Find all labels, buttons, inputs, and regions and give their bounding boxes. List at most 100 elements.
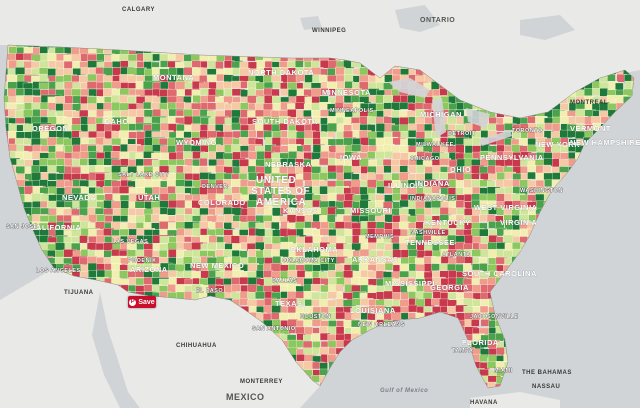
county-shape[interactable]: [279, 312, 289, 322]
county-shape[interactable]: [319, 325, 328, 335]
county-shape[interactable]: [118, 228, 129, 237]
county-shape[interactable]: [544, 122, 553, 131]
county-shape[interactable]: [88, 270, 97, 278]
county-shape[interactable]: [400, 138, 409, 146]
county-shape[interactable]: [111, 102, 121, 112]
county-shape[interactable]: [392, 292, 401, 301]
county-shape[interactable]: [478, 257, 488, 265]
county-shape[interactable]: [631, 82, 640, 90]
county-shape[interactable]: [39, 46, 48, 54]
county-shape[interactable]: [335, 284, 344, 292]
county-shape[interactable]: [279, 123, 288, 131]
county-shape[interactable]: [127, 96, 136, 104]
county-shape[interactable]: [472, 299, 481, 307]
county-shape[interactable]: [479, 354, 488, 362]
county-shape[interactable]: [320, 263, 330, 272]
county-shape[interactable]: [239, 298, 249, 306]
county-shape[interactable]: [415, 221, 424, 229]
county-shape[interactable]: [311, 299, 321, 307]
county-shape[interactable]: [527, 171, 536, 180]
county-shape[interactable]: [335, 326, 345, 335]
county-shape[interactable]: [111, 138, 122, 146]
county-shape[interactable]: [255, 291, 266, 300]
county-shape[interactable]: [302, 144, 312, 153]
county-shape[interactable]: [542, 164, 552, 175]
county-shape[interactable]: [39, 73, 48, 83]
county-shape[interactable]: [384, 243, 394, 251]
county-shape[interactable]: [352, 270, 362, 279]
county-shape[interactable]: [400, 292, 410, 301]
county-shape[interactable]: [408, 123, 417, 131]
county-shape[interactable]: [366, 151, 376, 160]
county-shape[interactable]: [479, 305, 489, 314]
county-shape[interactable]: [320, 88, 329, 96]
county-shape[interactable]: [383, 290, 394, 300]
county-shape[interactable]: [384, 150, 394, 159]
county-shape[interactable]: [311, 333, 320, 342]
county-shape[interactable]: [408, 130, 417, 138]
county-shape[interactable]: [215, 89, 224, 97]
county-shape[interactable]: [335, 311, 346, 320]
county-shape[interactable]: [247, 207, 256, 216]
county-shape[interactable]: [591, 116, 601, 124]
county-shape[interactable]: [320, 151, 330, 159]
county-shape[interactable]: [471, 319, 480, 327]
county-shape[interactable]: [455, 200, 465, 209]
county-shape[interactable]: [199, 158, 208, 168]
county-shape[interactable]: [342, 215, 353, 223]
county-shape[interactable]: [334, 264, 345, 273]
county-shape[interactable]: [303, 319, 313, 327]
county-shape[interactable]: [263, 236, 272, 245]
county-shape[interactable]: [448, 178, 458, 189]
county-shape[interactable]: [496, 242, 506, 250]
county-shape[interactable]: [327, 291, 338, 299]
county-shape[interactable]: [239, 277, 249, 285]
county-shape[interactable]: [311, 319, 323, 327]
county-shape[interactable]: [408, 270, 417, 279]
county-shape[interactable]: [239, 102, 250, 111]
county-shape[interactable]: [255, 109, 266, 118]
county-shape[interactable]: [216, 242, 226, 250]
county-shape[interactable]: [408, 304, 418, 313]
county-shape[interactable]: [327, 214, 336, 223]
county-shape[interactable]: [295, 326, 305, 335]
county-shape[interactable]: [55, 82, 64, 90]
county-shape[interactable]: [463, 292, 474, 300]
county-shape[interactable]: [207, 102, 217, 110]
county-shape[interactable]: [351, 144, 363, 152]
county-shape[interactable]: [552, 172, 561, 180]
county-shape[interactable]: [335, 66, 346, 76]
county-shape[interactable]: [384, 263, 394, 271]
save-button[interactable]: P Save: [128, 296, 156, 308]
county-shape[interactable]: [391, 215, 402, 223]
county-shape[interactable]: [231, 122, 241, 131]
county-shape[interactable]: [488, 235, 498, 244]
county-shape[interactable]: [311, 102, 321, 112]
county-shape[interactable]: [367, 116, 377, 124]
county-shape[interactable]: [335, 340, 345, 348]
county-shape[interactable]: [159, 102, 168, 111]
county-shape[interactable]: [215, 207, 225, 215]
county-shape[interactable]: [206, 74, 218, 82]
county-shape[interactable]: [319, 60, 330, 69]
county-shape[interactable]: [495, 123, 506, 132]
county-shape[interactable]: [464, 234, 473, 245]
county-shape[interactable]: [102, 186, 113, 194]
county-shape[interactable]: [350, 186, 362, 195]
county-shape[interactable]: [327, 192, 338, 202]
county-shape[interactable]: [319, 186, 328, 195]
county-shape[interactable]: [302, 172, 313, 181]
county-shape[interactable]: [223, 152, 235, 161]
county-shape[interactable]: [512, 130, 521, 139]
county-shape[interactable]: [399, 165, 408, 173]
county-shape[interactable]: [367, 172, 376, 181]
county-shape[interactable]: [415, 164, 427, 174]
county-shape[interactable]: [294, 102, 306, 110]
county-shape[interactable]: [79, 158, 88, 166]
county-shape[interactable]: [502, 179, 513, 188]
county-shape[interactable]: [247, 87, 256, 97]
county-shape[interactable]: [231, 178, 241, 188]
county-shape[interactable]: [486, 214, 496, 223]
